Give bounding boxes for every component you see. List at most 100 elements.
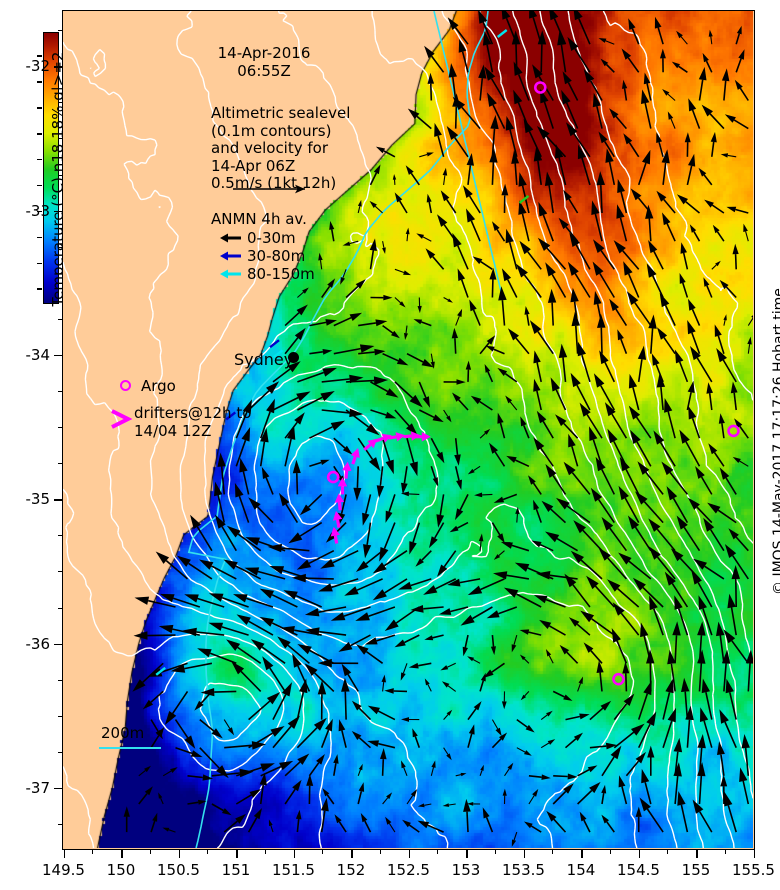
velocity-vector-head [341,663,352,677]
velocity-vector-head [567,36,579,51]
velocity-vector [174,719,189,739]
velocity-vector [314,672,335,692]
velocity-vector-head [573,520,586,534]
velocity-vector-head [439,608,452,615]
velocity-vector-head [281,682,292,697]
velocity-vector-head [604,402,616,417]
velocity-vector-head [656,190,667,202]
velocity-vector [620,338,628,354]
x-axis-tick [638,850,640,858]
velocity-vector [468,195,481,214]
velocity-vector [655,364,664,383]
velocity-vector-head [426,193,432,203]
velocity-vector [454,137,469,158]
velocity-vector-head [676,30,683,39]
velocity-vector [685,201,701,214]
drifter-vector-head [381,433,392,443]
velocity-vector-head [382,247,386,254]
velocity-vector [490,78,506,101]
velocity-vector-head [320,797,329,812]
velocity-vector-head [318,252,323,261]
velocity-vector-head [497,412,504,424]
velocity-vector [297,291,304,298]
velocity-vector-head [457,308,463,317]
velocity-vector [406,352,424,363]
velocity-vector-head [241,427,251,442]
velocity-vector [698,775,703,805]
velocity-vector [553,775,568,778]
velocity-vector-head [596,171,605,186]
velocity-vector-head [628,405,641,420]
velocity-vector-head [296,559,312,570]
velocity-vector-head [253,808,262,820]
velocity-vector-head [547,739,556,745]
velocity-vector-head [456,479,462,490]
velocity-vector [549,574,578,580]
velocity-vector [272,396,299,411]
velocity-vector [260,765,282,777]
velocity-vector-head [515,506,520,515]
velocity-vector [434,522,445,539]
velocity-vector [644,782,652,805]
velocity-vector-head [482,807,490,819]
velocity-vector-head [589,781,601,794]
velocity-vector-head [536,571,551,580]
velocity-vector-head [513,61,523,76]
velocity-vector [703,720,713,748]
velocity-vector-head [351,700,362,711]
velocity-vector [506,279,518,298]
velocity-vector [381,437,391,462]
velocity-vector-head [697,734,706,749]
velocity-vector-head [720,153,729,158]
velocity-vector [637,162,647,186]
velocity-vector [272,725,292,749]
anmn-mooring-vector [155,666,166,676]
argo-float-marker [533,81,547,94]
y-axis-minor-tick [58,427,62,429]
drifter-vector-head [350,448,360,458]
velocity-vector [321,409,350,414]
velocity-vector-head [533,350,541,364]
velocity-vector [479,342,490,355]
velocity-vector-head [719,709,729,724]
velocity-vector [383,150,396,158]
velocity-vector-head [717,741,725,755]
velocity-vector [571,446,579,467]
velocity-vector-head [684,132,691,143]
velocity-vector-head [568,433,576,448]
velocity-vector-head [372,562,387,574]
velocity-vector [686,165,693,186]
velocity-vector [572,584,591,608]
velocity-vector-head [597,313,606,328]
velocity-vector [309,351,324,355]
x-axis-tick-label: 155.5 [732,861,775,879]
velocity-vector [627,273,640,298]
velocity-vector [388,823,396,833]
velocity-vector-head [618,552,632,565]
velocity-vector [528,795,535,805]
velocity-vector [667,411,676,439]
velocity-vector-head [545,531,560,543]
velocity-vector [406,234,409,242]
map-plot-area[interactable]: Sydney 14-Apr-2016 06:55Z Altimetric seal… [62,10,755,850]
velocity-vector-head [579,713,590,720]
velocity-vector [747,344,751,354]
velocity-vector-head [649,595,658,611]
velocity-vector-head [571,311,580,327]
velocity-vector [545,598,566,608]
velocity-vector [581,354,591,383]
velocity-vector-head [409,541,417,555]
velocity-vector-head [646,711,657,726]
velocity-vector [558,157,567,186]
velocity-vector-head [671,61,680,69]
velocity-vector-head [640,622,649,638]
y-axis-minor-tick [58,463,62,465]
velocity-vector [732,555,749,580]
velocity-vector-head [268,819,273,827]
velocity-vector-head [589,426,598,441]
velocity-vector-head [373,376,389,385]
colorbar-gradient [44,33,58,303]
velocity-vector [147,634,176,637]
velocity-vector [162,770,172,777]
velocity-vector [321,378,350,383]
